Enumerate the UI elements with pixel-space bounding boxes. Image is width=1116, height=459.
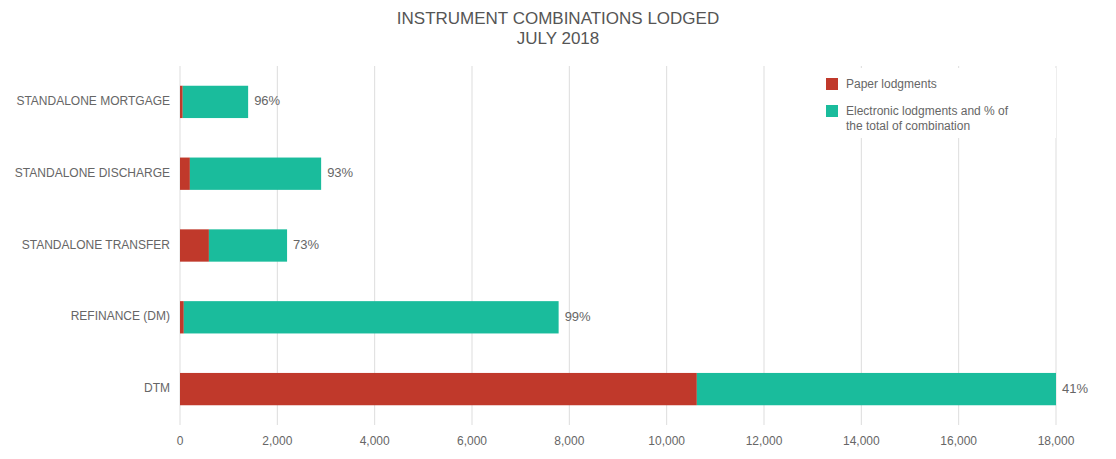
bar xyxy=(180,158,190,190)
grid-line xyxy=(764,66,765,425)
bar xyxy=(180,86,183,118)
tick-label: 18,000 xyxy=(1038,434,1075,448)
tick-label: 2,000 xyxy=(262,434,292,448)
bar xyxy=(184,301,559,333)
bar xyxy=(183,86,248,118)
bar xyxy=(697,373,1056,405)
category-label: DTM xyxy=(144,381,170,395)
legend-swatch xyxy=(826,105,838,117)
tick-label: 12,000 xyxy=(746,434,783,448)
percentage-label: 41% xyxy=(1062,381,1088,396)
tick-label: 10,000 xyxy=(648,434,685,448)
grid-line xyxy=(374,66,375,425)
bar xyxy=(180,373,697,405)
tick-label: 4,000 xyxy=(360,434,390,448)
grid-line xyxy=(666,66,667,425)
grid xyxy=(180,66,1056,425)
title: INSTRUMENT COMBINATIONS LODGEDJULY 2018 xyxy=(397,9,719,48)
legend-label: Paper lodgments xyxy=(846,77,937,91)
legend-swatch xyxy=(826,78,838,90)
grid-line xyxy=(569,66,570,425)
category-label: STANDALONE MORTGAGE xyxy=(16,94,170,108)
percentage-label: 93% xyxy=(327,165,353,180)
percentage-label: 73% xyxy=(293,237,319,252)
percentage-label: 96% xyxy=(254,93,280,108)
tick-label: 6,000 xyxy=(457,434,487,448)
tick-label: 8,000 xyxy=(554,434,584,448)
legend-label: Electronic lodgments and % ofthe total o… xyxy=(846,104,1009,133)
tick-label: 0 xyxy=(177,434,184,448)
category-label: STANDALONE DISCHARGE xyxy=(15,166,170,180)
grid-line xyxy=(472,66,473,425)
legend: Paper lodgments Electronic lodgments and … xyxy=(818,68,1056,138)
bar xyxy=(190,158,321,190)
chart: INSTRUMENT COMBINATIONS LODGEDJULY 2018 0… xyxy=(0,0,1116,459)
bar xyxy=(209,229,287,261)
bar xyxy=(180,301,184,333)
bar xyxy=(180,229,209,261)
category-label: STANDALONE TRANSFER xyxy=(22,238,171,252)
category-label: REFINANCE (DM) xyxy=(71,309,170,323)
percentage-label: 99% xyxy=(565,309,591,324)
legend-background xyxy=(818,68,1056,138)
tick-label: 16,000 xyxy=(940,434,977,448)
tick-label: 14,000 xyxy=(843,434,880,448)
